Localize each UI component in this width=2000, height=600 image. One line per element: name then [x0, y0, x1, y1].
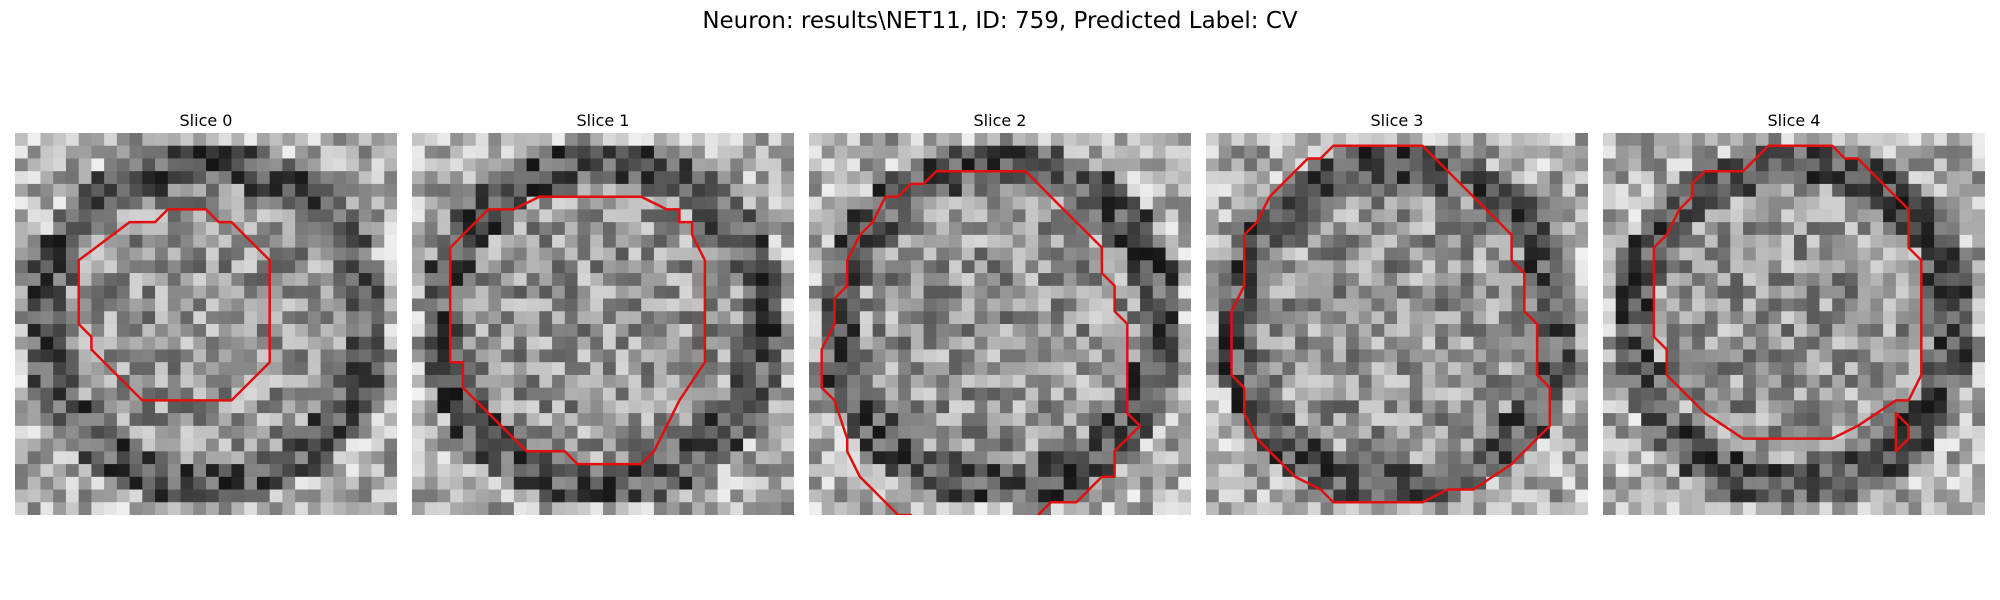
slice-image-3 — [1206, 133, 1588, 515]
slice-svg — [1603, 133, 1985, 515]
contour-outline — [448, 195, 707, 466]
contour-outline — [820, 169, 1142, 515]
pixel-grid — [412, 133, 794, 515]
slice-title: Slice 2 — [973, 111, 1027, 130]
pixel-grid — [1206, 133, 1588, 515]
pixel-grid — [809, 133, 1191, 515]
contour-outline — [1652, 144, 1923, 440]
slice-svg — [809, 133, 1191, 515]
slice-title: Slice 0 — [179, 111, 233, 130]
slice-image-4 — [1603, 133, 1985, 515]
slice-svg — [412, 133, 794, 515]
slice-svg — [15, 133, 397, 515]
contour-outline — [77, 208, 271, 402]
slice-panel-0: Slice 0 — [15, 109, 397, 515]
slice-panel-3: Slice 3 — [1206, 109, 1588, 515]
slice-panel-1: Slice 1 — [412, 109, 794, 515]
slice-title: Slice 3 — [1370, 111, 1424, 130]
slice-image-1 — [412, 133, 794, 515]
slice-panel-4: Slice 4 — [1603, 109, 1985, 515]
slice-title: Slice 1 — [576, 111, 630, 130]
pixel-grid — [1603, 133, 1985, 515]
slice-panel-2: Slice 2 — [809, 109, 1191, 515]
contour-outline — [1230, 144, 1552, 504]
slice-image-0 — [15, 133, 397, 515]
pixel-grid — [15, 133, 397, 515]
slice-svg — [1206, 133, 1588, 515]
slice-image-2 — [809, 133, 1191, 515]
slice-title: Slice 4 — [1767, 111, 1821, 130]
figure-title: Neuron: results\NET11, ID: 759, Predicte… — [702, 8, 1298, 34]
contour-fragment — [1894, 411, 1910, 453]
